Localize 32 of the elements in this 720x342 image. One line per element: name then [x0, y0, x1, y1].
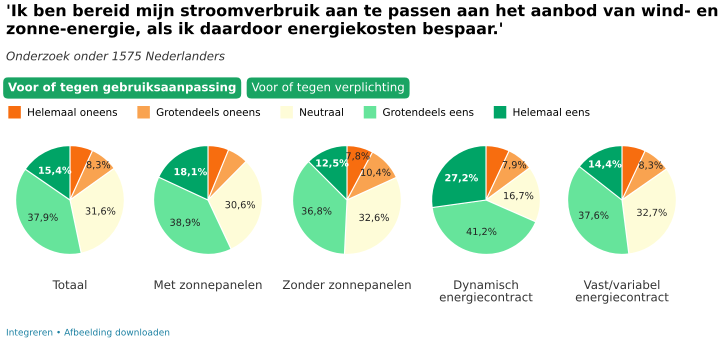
slice-label: Met zonnepanelen — [154, 280, 262, 292]
data-label: 7,9% — [502, 161, 526, 170]
data-label: 32,6% — [359, 214, 389, 222]
text: Voor of tegen verplichting — [252, 82, 404, 94]
text: Voor of tegen gebruiksaanpassing — [8, 82, 236, 94]
data-label: 36,8% — [302, 207, 332, 216]
chart-title: 'Ik ben bereid mijn stroomverbruik aan te passen aan het aanbod van wind- en zonne-energie, als ik daardoor energiekosten bespaar.' — [6, 4, 718, 38]
data-label: 27,2% — [445, 174, 478, 183]
slice-label: Vast/variabel energiecontract — [576, 280, 669, 304]
legend-label: Helemaal eens — [514, 108, 590, 116]
chart-subtitle: Onderzoek onder 1575 Nederlanders — [6, 51, 225, 60]
legend-label: Grotendeels eens — [383, 108, 474, 116]
data-label: 41,2% — [466, 228, 496, 236]
data-label: 37,9% — [28, 214, 58, 222]
legend-label: Grotendeels oneens — [156, 108, 260, 116]
data-label: 16,7% — [504, 192, 534, 200]
data-label: 38,9% — [170, 218, 200, 227]
slice-label: Totaal — [52, 280, 86, 290]
data-label: 18,1% — [174, 168, 207, 177]
slice-label: Zonder zonnepanelen — [282, 280, 411, 292]
data-label: 30,6% — [225, 200, 256, 210]
data-label: 32,7% — [637, 208, 667, 218]
legend-label: Neutraal — [300, 108, 343, 116]
data-label: 37,6% — [578, 212, 609, 220]
data-label: 31,6% — [86, 207, 116, 216]
data-label: 8,3% — [86, 161, 110, 170]
data-label: 8,3% — [639, 161, 663, 170]
text: Integreren • Afbeelding downloaden — [6, 328, 170, 338]
slice-label: Dynamisch energiecontract — [440, 280, 533, 304]
legend-label: Helemaal oneens — [28, 108, 118, 116]
data-label: 14,4% — [589, 160, 622, 169]
data-label: 10,4% — [361, 168, 390, 177]
